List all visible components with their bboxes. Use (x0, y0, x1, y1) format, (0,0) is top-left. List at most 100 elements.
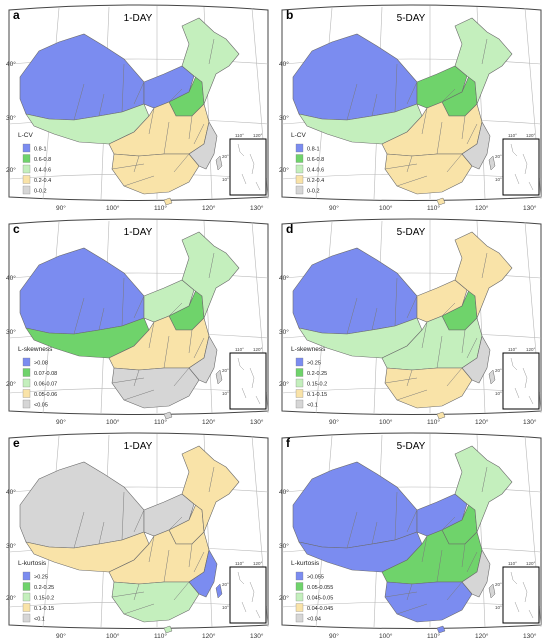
region-south (384, 153, 473, 195)
map-svg: 110° 120° 20° 10° f 5-DAY 40° 30° 20° 90° 100° 110°… (279, 432, 542, 640)
lon-tick: 130° (523, 204, 537, 212)
inset-lat-tick: 10° (495, 391, 502, 396)
island-hainan (436, 625, 446, 634)
china-regions (292, 445, 513, 623)
inset-lat-tick: 20° (222, 582, 229, 587)
legend-swatch (295, 613, 304, 623)
legend-label: 0.4-0.6 (34, 168, 51, 174)
legend-swatch (22, 368, 31, 377)
legend-swatch (295, 399, 304, 409)
legend: L-skewness >0.08 0.07-0.08 0.06-0.07 0.05-0.… (18, 346, 57, 409)
lat-tick: 30° (6, 328, 16, 336)
legend-swatch (22, 143, 31, 153)
inset-lon-tick: 110° (235, 133, 244, 138)
legend-swatch (295, 357, 304, 367)
lon-tick: 90° (329, 632, 339, 640)
lon-tick: 100° (379, 632, 393, 640)
island-hainan (163, 197, 173, 206)
inset-map: 110° 120° 20° 10° (222, 347, 267, 410)
inset-lat-tick: 20° (222, 368, 229, 373)
legend-label: 0.15-0.2 (307, 382, 327, 388)
lon-tick: 110° (427, 632, 440, 640)
map-panel-b: 110° 120° 20° 10° b 5-DAY 40° 30° 20° 90° 100° 110°… (277, 4, 546, 213)
inset-lon-tick: 110° (235, 561, 244, 566)
legend-swatch (295, 571, 304, 581)
legend-label: <0.1 (34, 617, 45, 623)
region-south (384, 581, 473, 623)
legend-label: 0.2-0.25 (307, 371, 327, 377)
china-regions (19, 231, 240, 409)
legend-swatch (22, 357, 31, 367)
island-hainan (436, 197, 446, 206)
island-taiwan (215, 583, 223, 599)
island-hainan (436, 411, 446, 420)
legend-swatch (22, 592, 31, 602)
legend-swatch (22, 389, 31, 398)
lat-tick: 30° (279, 114, 289, 122)
legend-swatch (22, 571, 31, 581)
island-taiwan (215, 155, 223, 171)
lat-tick: 30° (6, 114, 16, 122)
legend-label: 0.4-0.6 (307, 168, 324, 174)
island-taiwan (215, 369, 223, 385)
legend-label: <0.1 (307, 403, 318, 409)
panel-title: 5-DAY (397, 441, 426, 452)
inset-lon-tick: 120° (253, 561, 263, 566)
lon-tick: 120° (475, 204, 489, 212)
inset-map: 110° 120° 20° 10° (222, 561, 267, 624)
legend-label: 0.2-0.4 (34, 178, 51, 184)
lat-tick: 30° (279, 328, 289, 336)
region-south (384, 367, 473, 409)
legend-label: 0.045-0.05 (307, 596, 333, 602)
legend-swatch (295, 154, 304, 163)
legend-swatch (22, 164, 31, 174)
lat-tick: 40° (6, 274, 16, 282)
panel-letter: d (286, 222, 293, 236)
legend-swatch (295, 582, 304, 591)
region-south (111, 581, 200, 623)
region-south (111, 367, 200, 409)
lat-tick: 20° (6, 380, 16, 388)
panel-letter: a (13, 8, 20, 22)
legend-label: 0.6-0.8 (34, 157, 51, 163)
legend-label: 0.06-0.07 (34, 382, 57, 388)
lon-tick: 100° (106, 418, 120, 426)
legend-title: L-CV (18, 132, 33, 139)
legend-swatch (22, 613, 31, 623)
inset-lat-tick: 20° (495, 154, 502, 159)
legend-swatch (295, 185, 304, 195)
lat-tick: 40° (6, 60, 16, 68)
panel-letter: e (13, 436, 20, 450)
lon-tick: 90° (56, 204, 66, 212)
legend-label: >0.08 (34, 361, 48, 367)
map-svg: 110° 120° 20° 10° a 1-DAY 40° 30° 20° 90° 100° 110°… (6, 4, 269, 212)
legend-label: 0.05-0.055 (307, 585, 333, 591)
lon-tick: 110° (427, 204, 440, 212)
island-hainan (163, 411, 173, 420)
region-southeast (188, 335, 218, 384)
map-svg: 110° 120° 20° 10° c 1-DAY 40° 30° 20° 90° 100° 110°… (6, 218, 269, 426)
island-taiwan (488, 155, 496, 171)
legend-swatch (295, 164, 304, 174)
inset-lon-tick: 110° (235, 347, 244, 352)
inset-lat-tick: 10° (222, 605, 229, 610)
legend-label: 0.04-0.045 (307, 606, 333, 612)
region-southeast (188, 549, 218, 598)
map-svg: 110° 120° 20° 10° b 5-DAY 40° 30° 20° 90° 100° 110°… (279, 4, 542, 212)
lon-tick: 100° (379, 418, 393, 426)
map-panel-a: 110° 120° 20° 10° a 1-DAY 40° 30° 20° 90° 100° 110°… (4, 4, 273, 213)
island-hainan (163, 625, 173, 634)
lat-tick: 20° (279, 380, 289, 388)
inset-lon-tick: 120° (526, 133, 536, 138)
legend-label: 0.2-0.25 (34, 585, 54, 591)
china-regions (292, 17, 513, 195)
panel-title: 5-DAY (397, 227, 426, 238)
region-southeast (461, 335, 491, 384)
legend-title: L-kurtosis (18, 560, 47, 567)
lon-tick: 100° (379, 204, 393, 212)
lon-tick: 110° (154, 632, 167, 640)
lon-tick: 110° (154, 418, 167, 426)
legend-label: 0.15-0.2 (34, 596, 54, 602)
inset-lat-tick: 10° (495, 177, 502, 182)
legend-swatch (22, 378, 31, 388)
